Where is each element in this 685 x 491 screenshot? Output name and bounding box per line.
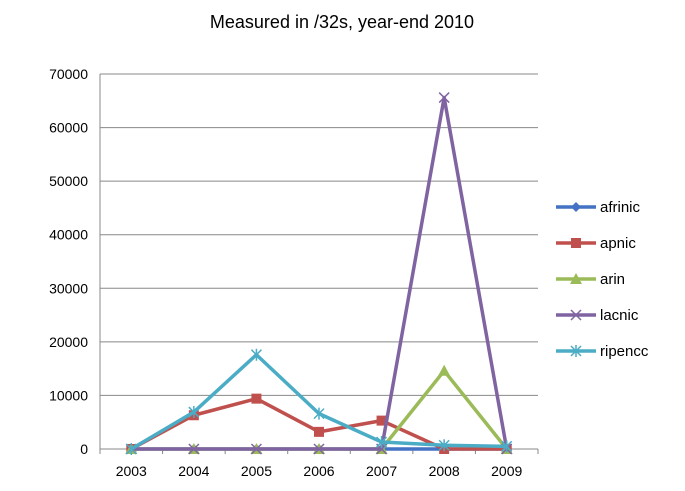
x-tick-label: 2003: [116, 463, 147, 479]
y-axis: 0 10000 20000 30000 40000 50000 60000 70000: [49, 66, 101, 457]
series-line: [131, 95, 509, 451]
data-point: [314, 426, 324, 437]
square-marker: [314, 426, 324, 437]
y-tick-label: 20000: [49, 334, 88, 350]
triangle-marker: [438, 364, 451, 376]
y-tick-label: 60000: [49, 120, 88, 136]
data-point: [250, 443, 262, 455]
star-marker: [188, 406, 200, 419]
data-point: [571, 202, 581, 212]
x-marker: [188, 443, 200, 455]
data-point: [438, 364, 451, 376]
legend-item: ripencc: [556, 343, 649, 360]
legend-label: afrinic: [600, 199, 641, 216]
data-point: [501, 440, 513, 453]
star-marker: [570, 345, 582, 357]
series-ripencc: [125, 348, 513, 455]
x-marker: [438, 92, 450, 104]
star-marker: [125, 443, 137, 455]
data-point: [313, 443, 325, 455]
star-marker: [438, 439, 450, 452]
gridlines: [100, 73, 538, 450]
data-point: [570, 309, 582, 321]
data-point: [438, 92, 450, 104]
legend-item: lacnic: [556, 307, 639, 324]
data-point: [438, 439, 450, 452]
data-point: [376, 436, 388, 449]
y-tick-label: 10000: [49, 387, 88, 403]
y-tick-label: 50000: [49, 173, 88, 189]
data-point: [125, 443, 137, 455]
legend-label: ripencc: [600, 343, 649, 360]
data-point: [188, 406, 200, 419]
y-tick-label: 40000: [49, 227, 88, 243]
data-point: [571, 238, 581, 248]
series-lacnic: [125, 92, 513, 455]
x-tick-label: 2009: [491, 463, 522, 479]
y-tick-label: 0: [80, 441, 88, 457]
x-marker: [313, 443, 325, 455]
star-marker: [313, 407, 325, 420]
legend-label: lacnic: [600, 307, 639, 324]
x-tick-label: 2008: [429, 463, 460, 479]
y-tick-label: 70000: [49, 66, 88, 82]
data-point: [251, 393, 262, 404]
legend-item: arin: [556, 271, 625, 288]
x-marker: [250, 443, 262, 455]
square-marker: [376, 415, 387, 426]
star-marker: [501, 440, 513, 453]
legend-item: apnic: [556, 235, 636, 252]
star-marker: [250, 348, 262, 361]
data-point: [250, 348, 262, 361]
star-marker: [376, 436, 388, 449]
square-marker: [571, 238, 581, 248]
x-tick-label: 2005: [241, 463, 272, 479]
x-tick-label: 2004: [178, 463, 209, 479]
legend-item: afrinic: [556, 199, 641, 216]
legend-label: arin: [600, 271, 625, 288]
x-marker: [570, 309, 582, 321]
x-tick-label: 2007: [366, 463, 397, 479]
triangle-marker: [570, 273, 582, 284]
legend: afrinic apnic arin lacnic ripencc: [556, 199, 649, 360]
data-point: [570, 345, 582, 357]
data-point: [188, 443, 200, 455]
x-tick-label: 2006: [303, 463, 334, 479]
data-point: [570, 273, 582, 284]
chart-title: Measured in /32s, year-end 2010: [210, 12, 474, 32]
diamond-marker: [571, 202, 581, 212]
series-line: [130, 396, 507, 451]
legend-label: apnic: [600, 235, 636, 252]
data-point: [313, 407, 325, 420]
data-point: [376, 415, 387, 426]
series-lines: [125, 92, 513, 455]
square-marker: [251, 393, 262, 404]
y-tick-label: 30000: [49, 280, 88, 296]
